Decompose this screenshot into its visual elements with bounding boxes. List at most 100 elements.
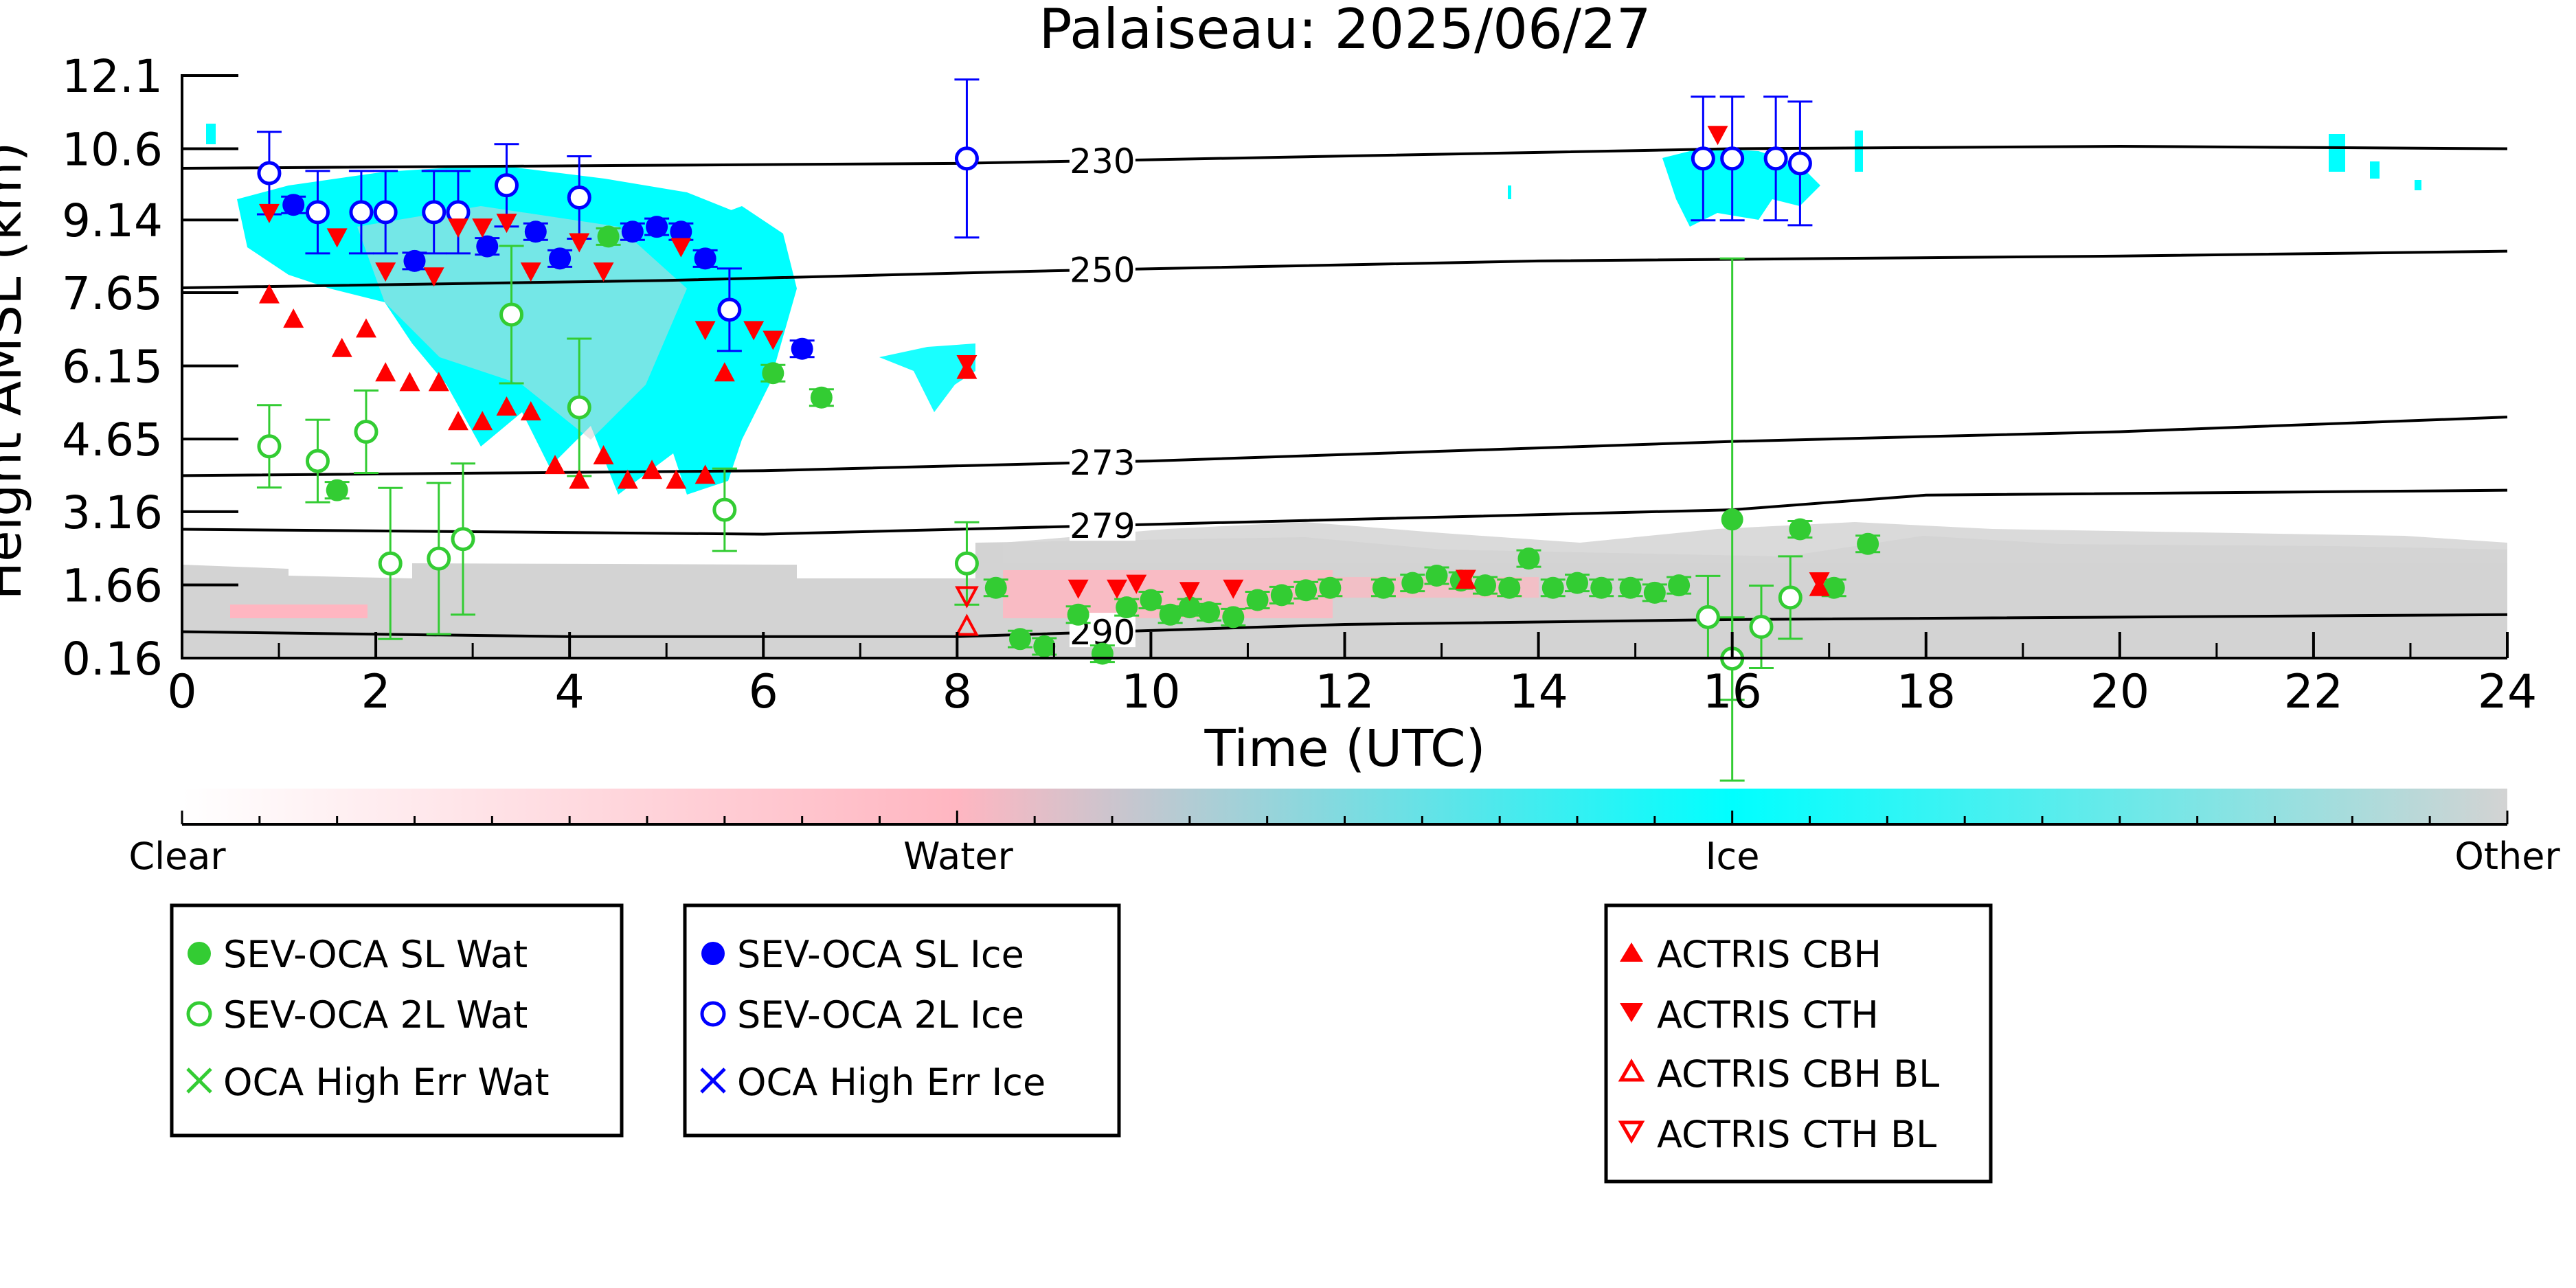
y-tick-label: 1.66 [62, 559, 163, 612]
legend-marker-actris-cth [1620, 1003, 1643, 1022]
legend-label: OCA High Err Wat [223, 1061, 550, 1104]
marker-actris-cbh [258, 284, 280, 304]
marker-sev-oca-2l-ice [1787, 151, 1812, 176]
isotherm-label: 250 [1070, 251, 1135, 291]
cloud-mask-layer [182, 124, 2507, 658]
cloud-mask-ice [2329, 134, 2345, 172]
legend-label: ACTRIS CTH BL [1657, 1113, 1936, 1156]
cloud-mask-ice [206, 124, 216, 144]
y-tick-label: 10.6 [62, 124, 163, 177]
marker-sev-oca-sl-ice [646, 216, 668, 238]
marker-actris-cbh [355, 318, 376, 338]
marker-sev-oca-sl-wat [1319, 576, 1342, 599]
x-tick-label: 6 [749, 665, 778, 719]
marker-sev-oca-sl-wat [1541, 576, 1564, 599]
marker-sev-oca-2l-ice [567, 185, 591, 210]
marker-actris-cth [670, 238, 692, 258]
marker-actris-cth [496, 214, 517, 234]
legend-actris: ACTRIS CBH ACTRIS CTH ACTRIS CBH BL ACTR… [1604, 903, 1993, 1184]
marker-actris-cth [1179, 582, 1200, 602]
isotherm-279 [181, 488, 2508, 536]
marker-actris-cth [1126, 574, 1147, 594]
marker-actris-cbh [472, 411, 493, 431]
marker-sev-oca-sl-wat [1246, 589, 1269, 611]
x-tick-label: 16 [1702, 665, 1762, 719]
isotherm-290 [181, 613, 2508, 638]
legend-label: SEV-OCA SL Ice [737, 933, 1024, 976]
marker-sev-oca-sl-ice [549, 247, 572, 270]
legend-ice: SEV-OCA SL Ice SEV-OCA 2L Ice OCA High E… [683, 903, 1121, 1138]
legend-label: ACTRIS CTH [1657, 993, 1879, 1037]
marker-actris-cth [447, 218, 468, 238]
marker-actris-cth [1107, 579, 1128, 599]
marker-sev-oca-sl-wat [984, 576, 1007, 599]
marker-actris-cth [1455, 569, 1476, 589]
marker-actris-cth [326, 228, 348, 248]
marker-sev-oca-sl-wat [1822, 576, 1845, 599]
x-tick-label: 8 [942, 665, 972, 719]
marker-sev-oca-2l-ice [257, 161, 282, 185]
marker-sev-oca-sl-wat [1009, 628, 1032, 651]
marker-sev-oca-sl-wat [1159, 603, 1182, 626]
legend-box [683, 903, 1121, 1138]
isotherm-label: 230 [1070, 142, 1135, 181]
marker-actris-cth [1707, 126, 1728, 146]
phase-colorbar: Clear Water Ice Other [128, 789, 2560, 878]
legend-label: SEV-OCA SL Wat [223, 933, 528, 976]
marker-actris-cbh [714, 362, 735, 382]
x-tick-label: 10 [1121, 665, 1181, 719]
marker-sev-oca-sl-ice [670, 221, 692, 243]
legend-label: SEV-OCA 2L Ice [737, 993, 1024, 1037]
colorbar-label-ice: Ice [1706, 835, 1760, 878]
marker-sev-oca-sl-wat [1372, 576, 1394, 599]
marker-actris-cbh [428, 372, 449, 392]
marker-sev-oca-2l-wat [257, 434, 282, 459]
y-tick-label: 12.1 [62, 50, 163, 103]
marker-actris-cbh [447, 411, 468, 431]
marker-sev-oca-2l-ice [1763, 146, 1788, 171]
marker-sev-oca-sl-wat [762, 362, 784, 385]
legend-marker-actris-cbh [1620, 942, 1643, 962]
x-axis-label: Time (UTC) [1204, 719, 1485, 778]
y-tick-label: 7.65 [62, 267, 163, 320]
legend-label: SEV-OCA 2L Wat [223, 993, 528, 1037]
x-tick-label: 2 [361, 665, 390, 719]
marker-sev-oca-2l-ice [717, 297, 742, 322]
x-tick-label: 0 [167, 665, 196, 719]
legend-marker-sl-ice [701, 942, 725, 965]
marker-sev-oca-sl-wat [1033, 635, 1056, 657]
marker-sev-oca-sl-wat [1295, 579, 1318, 602]
marker-sev-oca-2l-ice [373, 200, 398, 225]
marker-sev-oca-sl-wat [1721, 508, 1743, 531]
legend-box [1604, 903, 1993, 1184]
legend-marker-2l-wat [186, 1001, 212, 1027]
marker-sev-oca-sl-wat [1198, 601, 1221, 624]
y-tick-label: 6.15 [62, 341, 163, 394]
marker-sev-oca-2l-ice [954, 146, 979, 171]
marker-sev-oca-sl-wat [597, 225, 620, 248]
marker-actris-cth [762, 330, 784, 350]
marker-actris-cth [520, 262, 541, 282]
y-tick-label: 9.14 [62, 194, 163, 247]
marker-actris-cth [593, 262, 614, 282]
marker-sev-oca-2l-wat [1749, 615, 1774, 640]
marker-sev-oca-2l-ice [305, 200, 330, 225]
colorbar-ticks [181, 811, 2509, 824]
chart-title: Palaiseau: 2025/06/27 [1039, 0, 1651, 61]
x-tick-label: 18 [1896, 665, 1956, 719]
cloud-mask-ice [2370, 161, 2380, 179]
marker-sev-oca-sl-ice [403, 249, 426, 272]
marker-actris-cbh [569, 469, 590, 489]
cloud-mask-ice [879, 343, 975, 412]
cloud-mask-ice [2415, 180, 2421, 190]
marker-sev-oca-sl-wat [1643, 581, 1666, 604]
marker-actris-cth [569, 233, 590, 253]
isotherm-273 [181, 416, 2508, 477]
legend-label: ACTRIS CBH [1657, 933, 1882, 976]
marker-actris-cbh [520, 401, 541, 421]
isotherm-250 [181, 249, 2508, 289]
colorbar-label-other: Other [2454, 835, 2560, 878]
marker-actris-cbh [375, 362, 396, 382]
marker-actris-cth [375, 262, 396, 282]
